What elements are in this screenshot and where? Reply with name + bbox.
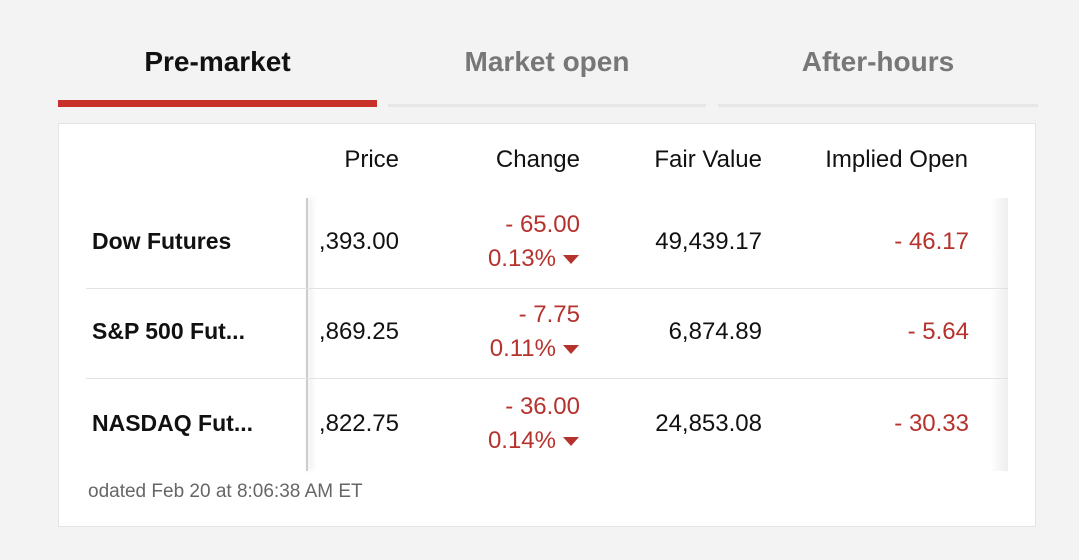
implied-open: - 30.33 <box>894 410 969 437</box>
change: - 7.75 <box>518 301 580 328</box>
column-header: Change <box>495 146 580 173</box>
updated-time: odated Feb 20 at 8:06:38 AM ET <box>88 481 363 502</box>
down-arrow <box>563 345 579 354</box>
row-divider <box>86 378 1008 379</box>
price: ,869.25 <box>318 318 399 345</box>
change-percent: 0.13% <box>487 245 556 272</box>
tab[interactable]: Pre-market <box>144 46 291 77</box>
fair-value: 49,439.17 <box>655 228 762 255</box>
column-header: Implied Open <box>825 146 968 173</box>
tab-underline <box>58 100 377 107</box>
scroll-fade <box>990 198 1008 471</box>
price: ,393.00 <box>318 228 399 255</box>
down-arrow <box>563 437 579 446</box>
price: ,822.75 <box>318 410 399 437</box>
tab-underline <box>388 104 706 107</box>
change-percent: 0.11% <box>489 335 556 362</box>
fair-value: 24,853.08 <box>655 410 762 437</box>
row-name: NASDAQ Fut... <box>92 410 253 436</box>
scroll-shadow <box>306 198 308 471</box>
tab[interactable]: After-hours <box>801 46 955 77</box>
down-arrow <box>563 255 579 264</box>
column-header: Fair Value <box>654 146 762 173</box>
change: - 36.00 <box>505 393 580 420</box>
tab-underline <box>718 104 1038 107</box>
row-name: Dow Futures <box>92 228 232 254</box>
tab[interactable]: Market open <box>464 46 630 77</box>
implied-open: - 46.17 <box>894 228 969 255</box>
row-name: S&P 500 Fut... <box>92 318 245 344</box>
column-header: Price <box>344 146 399 173</box>
implied-open: - 5.64 <box>907 318 969 345</box>
row-divider <box>86 288 1008 289</box>
fair-value: 6,874.89 <box>668 318 762 345</box>
change: - 65.00 <box>505 211 580 238</box>
quotes-card <box>58 123 1036 527</box>
change-percent: 0.14% <box>487 427 556 454</box>
